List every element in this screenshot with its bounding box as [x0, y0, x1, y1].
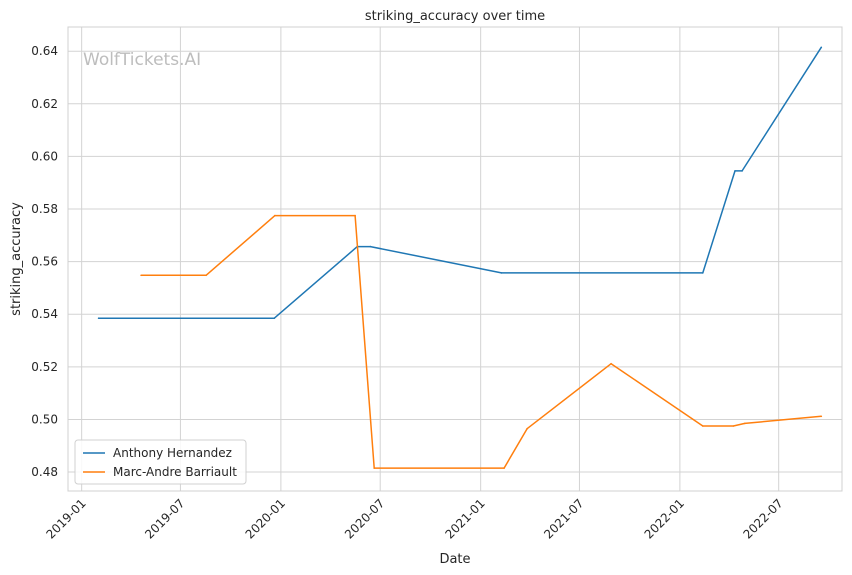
data-point [610, 362, 612, 365]
y-tick-label: 0.64 [31, 44, 58, 58]
data-point [273, 317, 276, 320]
data-point [526, 427, 528, 430]
y-axis-label: striking_accuracy [9, 202, 24, 316]
data-point [702, 272, 704, 274]
y-tick-label: 0.58 [31, 202, 58, 216]
data-point [373, 467, 376, 469]
plot-area [68, 27, 842, 491]
data-point [503, 467, 505, 469]
legend-box [74, 439, 247, 485]
legend: Anthony Hernandez Marc-Andre Barriault [74, 439, 247, 485]
y-tick-label: 0.62 [31, 97, 58, 111]
data-point [820, 415, 823, 418]
data-point [274, 214, 276, 217]
y-tick-label: 0.50 [31, 412, 58, 426]
y-tick-label: 0.56 [31, 255, 58, 269]
y-tick-label: 0.48 [31, 465, 58, 479]
data-point [732, 425, 735, 427]
data-point [140, 274, 142, 277]
series-lines [97, 46, 823, 469]
data-point [744, 422, 746, 425]
data-point [354, 214, 356, 217]
y-tick-label: 0.54 [31, 307, 58, 321]
data-point [205, 274, 207, 277]
data-point [734, 170, 736, 172]
y-tick-labels: 0.48 0.50 0.52 0.54 0.56 0.58 0.60 0.62 0.64 [31, 44, 58, 479]
legend-label: Anthony Hernandez [113, 446, 232, 460]
y-tick-label: 0.60 [31, 149, 58, 163]
plot-frame [67, 26, 843, 492]
data-point [741, 170, 743, 172]
series-line-2 [141, 214, 822, 469]
data-point [500, 272, 503, 274]
watermark: WolfTickets.AI [83, 50, 201, 70]
x-axis-label: Date [439, 552, 470, 567]
chart-title: striking_accuracy over time [365, 9, 545, 24]
data-point [702, 425, 704, 427]
data-point [369, 245, 372, 248]
data-point [97, 317, 100, 320]
data-point [820, 46, 823, 49]
y-tick-label: 0.52 [31, 360, 58, 374]
legend-label: Marc-Andre Barriault [113, 465, 237, 479]
